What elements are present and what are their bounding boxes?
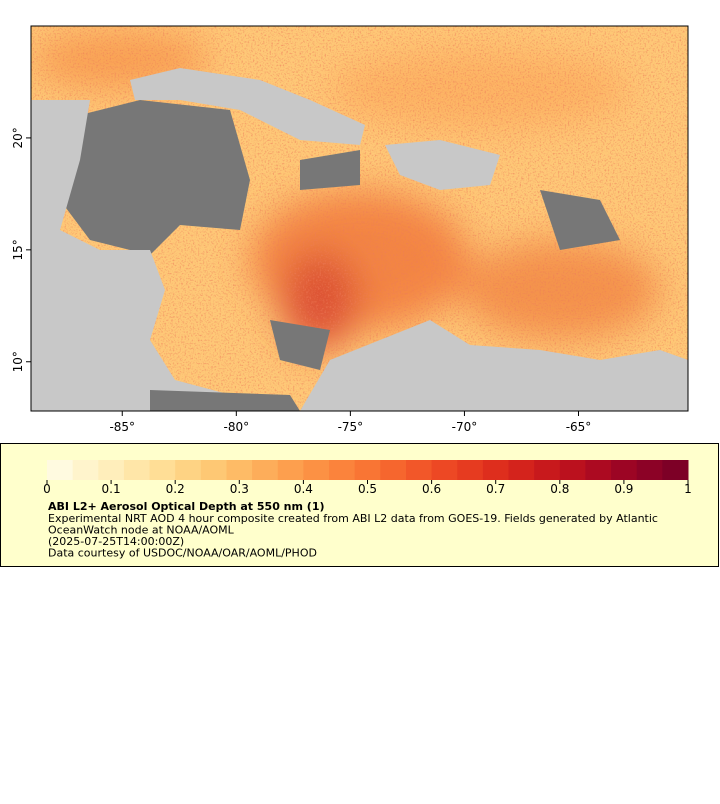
colorbar-tick-label: 0.5: [358, 482, 377, 496]
colorbar-swatch: [277, 460, 304, 480]
colorbar-swatch: [559, 460, 586, 480]
colorbar-swatch: [662, 460, 689, 480]
colorbar-swatch: [457, 460, 484, 480]
colorbar-tick-label: 0: [43, 482, 51, 496]
colorbar-swatch: [508, 460, 535, 480]
colorbar-tick-label: 0.1: [102, 482, 121, 496]
colorbar-swatch: [585, 460, 612, 480]
colorbar-swatch: [354, 460, 381, 480]
colorbar-swatch: [380, 460, 407, 480]
colorbar-tick-label: 0.4: [294, 482, 313, 496]
colorbar-swatch: [636, 460, 663, 480]
legend-lines: Experimental NRT AOD 4 hour composite cr…: [48, 512, 658, 560]
legend-line: (2025-07-25T14:00:00Z): [48, 535, 184, 548]
x-tick-label: -80°: [224, 420, 250, 434]
x-tick-label: -70°: [452, 420, 478, 434]
colorbar-tick-label: 0.6: [422, 482, 441, 496]
map-frame: [30, 25, 689, 412]
colorbar-swatch: [303, 460, 330, 480]
colorbar-swatch: [200, 460, 227, 480]
legend-title: ABI L2+ Aerosol Optical Depth at 550 nm …: [48, 500, 325, 513]
x-tick-label: -85°: [109, 420, 135, 434]
colorbar-tick-label: 0.8: [550, 482, 569, 496]
colorbar-tick-label: 0.3: [230, 482, 249, 496]
legend-line: Data courtesy of USDOC/NOAA/OAR/AOML/PHO…: [48, 547, 317, 560]
map-image: [31, 26, 688, 411]
colorbar-swatch: [405, 460, 433, 480]
x-tick-label: -65°: [566, 420, 592, 434]
colorbar-swatch: [149, 460, 176, 480]
colorbar-swatch: [431, 460, 458, 480]
colorbar-swatch: [329, 460, 356, 480]
colorbar-swatch: [482, 460, 510, 480]
colorbar-swatch: [98, 460, 125, 480]
colorbar-tick-label: 0.2: [166, 482, 185, 496]
colorbar-swatch: [175, 460, 202, 480]
colorbar-tick-label: 1: [684, 482, 692, 496]
y-tick-label: 15°: [11, 239, 25, 260]
colorbar-swatch: [226, 460, 253, 480]
colorbar-swatch: [123, 460, 151, 480]
colorbar-swatch: [47, 460, 74, 480]
y-tick-label: 10°: [11, 351, 25, 372]
colorbar-swatch: [252, 460, 279, 480]
legend-line: OceanWatch node at NOAA/AOML: [48, 524, 235, 537]
colorbar-swatch: [72, 460, 99, 480]
y-tick-label: 20°: [11, 127, 25, 148]
colorbar-tick-label: 0.7: [486, 482, 505, 496]
legend-line: Experimental NRT AOD 4 hour composite cr…: [48, 512, 658, 525]
x-tick-label: -75°: [338, 420, 364, 434]
colorbar-swatch: [611, 460, 638, 480]
colorbar-swatch: [534, 460, 561, 480]
colorbar-tick-label: 0.9: [614, 482, 633, 496]
